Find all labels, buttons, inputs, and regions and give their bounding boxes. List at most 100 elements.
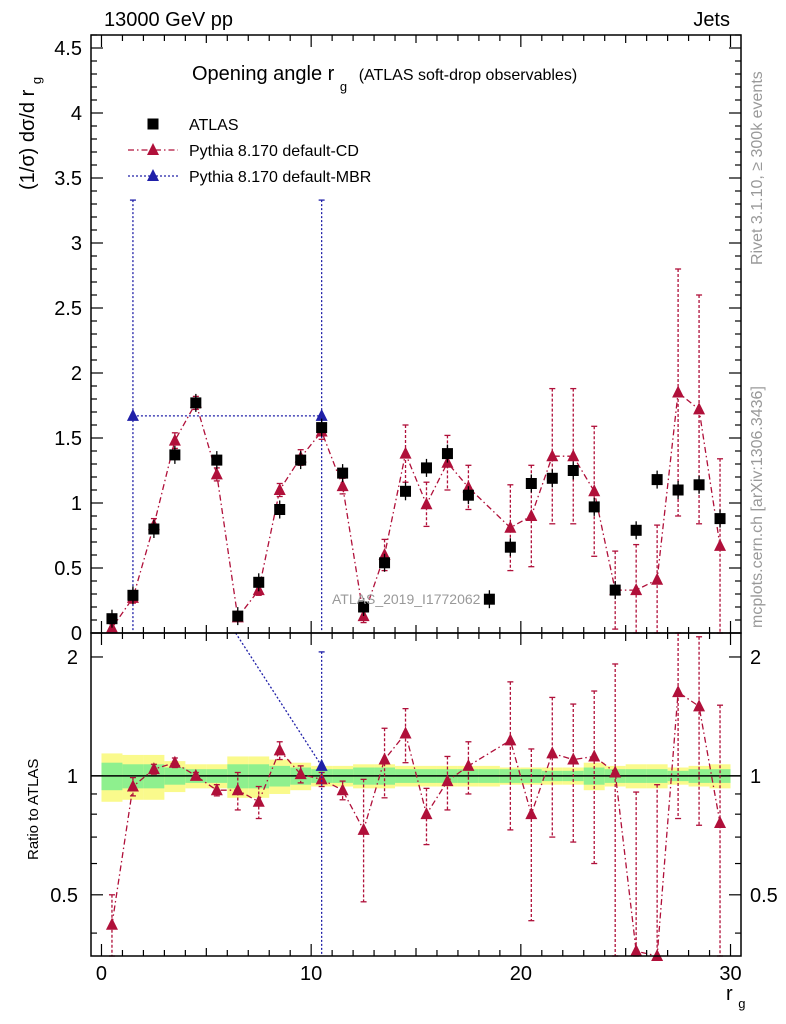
atlas-marker	[420, 462, 432, 474]
legend-label: Pythia 8.170 default-MBR	[189, 169, 371, 186]
legend-label: ATLAS	[189, 117, 239, 134]
y-tick-label-ratio: 2	[67, 647, 78, 669]
atlas-marker	[316, 422, 328, 434]
atlas-marker	[525, 478, 537, 489]
y-tick-label-main: 2	[71, 363, 82, 385]
atlas-marker	[630, 524, 642, 536]
cd-ratio-marker	[357, 822, 370, 835]
cd-ratio-marker	[504, 733, 517, 746]
cd-ratio-marker	[525, 807, 538, 820]
cd-ratio-marker	[651, 949, 664, 961]
cd-ratio-marker	[294, 767, 307, 780]
atlas-marker	[609, 584, 621, 596]
series-layer	[105, 199, 727, 961]
atlas-marker	[588, 501, 600, 513]
cd-ratio-marker	[210, 783, 223, 796]
atlas-marker	[379, 557, 391, 569]
cd-main-marker	[651, 572, 664, 585]
x-tick-label: 0	[96, 963, 107, 985]
cd-ratio-marker	[231, 783, 244, 796]
mbr-ratio-marker	[315, 758, 328, 771]
cd-ratio-marker	[630, 944, 643, 957]
chart-title: Opening angle r g (ATLAS soft-drop obser…	[192, 63, 577, 96]
cd-main-marker	[546, 449, 559, 462]
category-label: Jets	[693, 9, 730, 31]
y-tick-label-ratio-right: 1	[750, 766, 761, 788]
cd-main-marker	[567, 449, 580, 462]
cd-main-marker	[588, 484, 601, 497]
y-tick-label-main: 1.5	[54, 428, 82, 450]
y-tick-label-ratio: 1	[67, 766, 78, 788]
atlas-marker	[127, 589, 139, 601]
cd-ratio-marker	[315, 772, 328, 785]
chart-title-main: Opening angle r	[192, 63, 335, 85]
cd-main-marker	[336, 479, 349, 492]
y-tick-label-main: 4.5	[54, 38, 82, 60]
cd-ratio-line	[111, 690, 721, 957]
cd-ratio-marker	[336, 783, 349, 796]
cd-ratio-marker	[714, 815, 727, 828]
cd-ratio-marker	[147, 762, 160, 775]
atlas-marker	[400, 485, 412, 497]
cd-main-marker	[672, 385, 685, 398]
rivet-version-label: Rivet 3.1.10, ≥ 300k events	[749, 71, 766, 265]
cd-ratio-marker	[420, 807, 433, 820]
atlas-marker	[441, 448, 453, 460]
mbr-main-marker	[315, 408, 328, 421]
legend-marker-triangle	[147, 169, 159, 181]
analysis-watermark: ATLAS_2019_I1772062	[332, 591, 481, 607]
atlas-marker	[483, 593, 495, 605]
y-axis-label-main-subscript: g	[29, 77, 44, 84]
y-tick-label-ratio: 0.5	[50, 885, 78, 907]
cd-ratio-marker	[126, 779, 139, 792]
cd-main-marker	[420, 497, 433, 510]
y-axis-label-main: (1/σ) dσ/d r g	[17, 77, 44, 190]
atlas-marker	[546, 472, 558, 484]
atlas-marker	[232, 610, 244, 622]
y-tick-label-main: 0.5	[54, 558, 82, 580]
atlas-marker	[337, 467, 349, 479]
atlas-marker	[672, 484, 684, 496]
atlas-marker	[169, 449, 181, 461]
y-axis-label-main-text: (1/σ) dσ/d r	[17, 89, 39, 190]
legend-marker-atlas	[147, 118, 159, 130]
y-tick-label-main: 4	[71, 103, 82, 125]
atlas-marker	[148, 523, 160, 535]
atlas-marker	[462, 489, 474, 501]
cd-ratio-marker	[546, 746, 559, 759]
mbr-main-marker	[126, 408, 139, 421]
atlas-marker	[567, 465, 579, 476]
cd-ratio-marker	[252, 794, 265, 807]
legend-label: Pythia 8.170 default-CD	[189, 143, 359, 160]
x-axis-label: r g	[726, 983, 745, 1011]
cd-ratio-marker	[168, 755, 181, 768]
atlas-marker	[504, 541, 516, 553]
y-tick-label-main: 3	[71, 233, 82, 255]
atlas-marker	[211, 454, 223, 466]
atlas-marker	[714, 513, 726, 525]
atlas-marker	[693, 479, 705, 491]
y-tick-label-main: 2.5	[54, 298, 82, 320]
y-tick-label-main: 0	[71, 623, 82, 645]
cd-ratio-marker	[672, 685, 685, 698]
mcplots-label: mcplots.cern.ch [arXiv:1306.3436]	[749, 386, 766, 628]
y-tick-label-main: 3.5	[54, 168, 82, 190]
chart-title-suffix: (ATLAS soft-drop observables)	[359, 67, 577, 84]
cd-main-marker	[168, 433, 181, 446]
cd-ratio-marker	[441, 774, 454, 787]
y-tick-label-ratio-right: 2	[750, 647, 761, 669]
cd-ratio-marker	[609, 765, 622, 778]
cd-main-marker	[399, 446, 412, 459]
x-tick-label: 20	[510, 963, 532, 985]
cd-ratio-marker	[588, 749, 601, 762]
atlas-marker	[190, 397, 202, 409]
atlas-marker	[253, 576, 265, 588]
x-axis-label-text: r	[726, 983, 733, 1005]
atlas-marker	[358, 601, 370, 613]
cd-ratio-marker	[462, 758, 475, 771]
cd-ratio-marker	[693, 699, 706, 712]
atlas-marker	[106, 613, 118, 625]
axis-ticks: 0 10 20 30 0 0.5 1 1.5 2 2.5 3 3.5 4 4.5 0.5 0.5 1 1 2 2	[50, 34, 778, 985]
legend-marker-triangle	[147, 143, 159, 155]
